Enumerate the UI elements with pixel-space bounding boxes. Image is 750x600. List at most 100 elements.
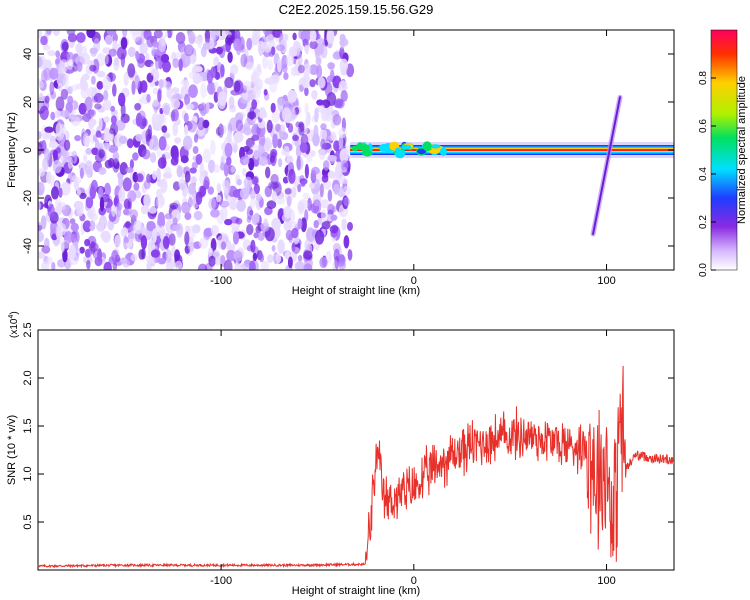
noise-speckle (152, 98, 159, 108)
noise-speckle (106, 30, 117, 36)
signal-blob (439, 147, 448, 156)
noise-speckle (108, 144, 119, 154)
noise-speckle (193, 133, 199, 143)
noise-speckle (317, 216, 323, 225)
noise-speckle (89, 64, 97, 72)
noise-speckle (203, 176, 210, 190)
noise-speckle (270, 148, 278, 158)
noise-speckle (275, 196, 286, 205)
noise-speckle (39, 105, 49, 121)
noise-speckle (275, 44, 286, 52)
noise-speckle (198, 237, 209, 249)
noise-speckle (286, 195, 292, 207)
noise-speckle (339, 148, 349, 163)
noise-speckle (297, 45, 304, 52)
noise-speckle (234, 30, 241, 42)
noise-speckle (159, 225, 166, 240)
chart-title: C2E2.2025.159.15.56.G29 (279, 2, 434, 17)
noise-speckle (63, 139, 71, 151)
noise-speckle (215, 256, 221, 266)
signal-blob (417, 148, 427, 155)
noise-speckle (266, 119, 273, 133)
noise-speckle (126, 138, 134, 149)
noise-speckle (327, 189, 333, 202)
x-tick-label: 0 (411, 275, 417, 287)
noise-speckle (60, 109, 70, 118)
noise-speckle (62, 75, 69, 89)
noise-speckle (44, 237, 50, 251)
noise-speckle (318, 37, 325, 51)
noise-speckle (192, 146, 199, 154)
noise-speckle (207, 247, 214, 257)
noise-speckle (329, 225, 339, 234)
colorbar-tick-label: 0.6 (698, 119, 709, 133)
noise-speckle (292, 32, 297, 41)
noise-speckle (85, 65, 90, 75)
noise-speckle (297, 64, 305, 74)
noise-speckle (131, 80, 136, 95)
noise-speckle (230, 64, 239, 75)
noise-speckle (184, 53, 191, 67)
noise-speckle (253, 150, 260, 160)
noise-speckle (104, 159, 113, 169)
noise-speckle (327, 155, 337, 162)
noise-speckle (147, 249, 152, 264)
noise-speckle (176, 165, 183, 178)
snr-panel: -100 0 100 0.5 1.0 1.5 2.0 2.5 Height of strai… (6, 311, 675, 597)
noise-speckle (246, 37, 253, 51)
noise-speckle (314, 107, 319, 123)
noise-speckle (233, 250, 243, 262)
noise-speckle (97, 248, 102, 262)
noise-speckle (47, 50, 56, 57)
noise-speckle (52, 149, 58, 161)
noise-speckle (102, 99, 112, 111)
noise-speckle (152, 87, 158, 95)
x-tick-label: -100 (210, 275, 232, 287)
noise-speckle (137, 57, 145, 69)
colorbar: 0.0 0.2 0.4 0.6 0.8 Normalized spectral ampl… (698, 29, 748, 277)
noise-speckle (122, 177, 132, 192)
noise-speckle (233, 80, 241, 93)
noise-speckle (98, 186, 104, 201)
noise-speckle (89, 109, 97, 117)
noise-speckle (38, 142, 43, 156)
noise-speckle (85, 196, 94, 209)
noise-speckle (338, 80, 348, 93)
noise-speckle (105, 204, 112, 213)
noise-speckle (210, 208, 220, 218)
noise-speckle (263, 137, 273, 153)
noise-speckle (127, 46, 136, 58)
noise-speckle (313, 124, 319, 138)
noise-speckle (309, 30, 317, 42)
signal-blob (395, 147, 400, 154)
noise-speckle (184, 231, 190, 246)
noise-speckle (160, 53, 170, 64)
noise-speckle (156, 167, 161, 183)
noise-speckle (154, 55, 160, 70)
noise-speckle (236, 199, 247, 212)
noise-speckle (82, 132, 90, 147)
noise-speckle (299, 142, 308, 154)
noise-speckle (172, 121, 178, 137)
noise-speckle (319, 127, 327, 142)
signal-blob (422, 141, 432, 152)
noise-speckle (309, 64, 319, 76)
noise-speckle (203, 148, 211, 163)
noise-speckle (174, 137, 182, 144)
noise-speckle (135, 50, 140, 61)
noise-speckle (38, 201, 41, 211)
noise-speckle (39, 80, 44, 89)
noise-speckle (263, 89, 268, 96)
noise-speckle (220, 155, 225, 171)
noise-speckle (195, 191, 203, 205)
noise-speckle (342, 185, 351, 196)
noise-speckle (107, 219, 115, 231)
noise-speckle (300, 30, 311, 43)
noise-speckle (259, 253, 265, 263)
noise-speckle (119, 162, 128, 175)
noise-speckle (90, 47, 98, 57)
noise-speckle (157, 114, 167, 126)
noise-speckle (109, 128, 116, 135)
noise-speckle (253, 232, 259, 239)
noise-speckle (127, 63, 136, 78)
